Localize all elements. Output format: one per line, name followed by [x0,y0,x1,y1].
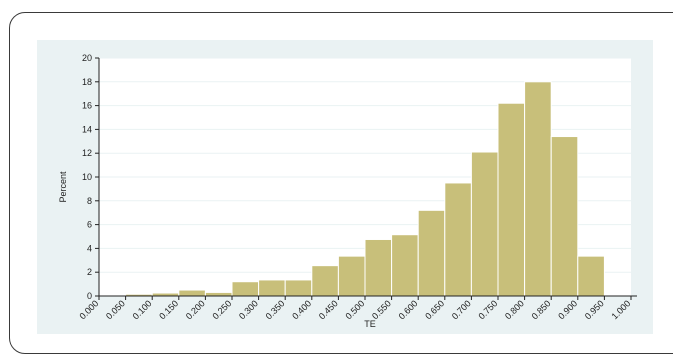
histogram-bar [524,81,552,297]
x-tick-label: 0.300 [237,298,260,321]
y-tick-label: 6 [87,220,92,230]
y-tick-label: 20 [82,53,92,63]
x-tick-label: 0.850 [530,298,553,321]
x-tick-label: 0.500 [343,298,366,321]
histogram-bar [391,234,419,297]
x-tick-label: 0.800 [503,298,526,321]
y-tick-label: 14 [82,124,92,134]
x-tick-label: 0.600 [397,298,420,321]
x-tick-label: 0.900 [556,298,579,321]
histogram-bar [337,255,366,297]
x-tick-label: 0.400 [290,298,313,321]
x-tick-label: 0.650 [423,298,446,321]
y-axis-ticks: 0 2 4 6 8 10 12 14 16 18 20 [82,53,99,301]
x-tick-label: 0.200 [184,298,207,321]
histogram-bar [364,238,393,297]
histogram-bar [204,291,233,297]
x-tick-label: 1.000 [609,298,632,321]
histogram-bar [311,265,339,297]
histogram-bars [98,81,605,297]
y-tick-label: 0 [87,291,92,301]
x-axis-ticks: 0.000 0.050 0.100 0.150 0.200 0.250 0.300 0.350… [77,296,632,321]
histogram-bar [178,289,206,297]
histogram-bar [231,281,260,297]
y-tick-label: 4 [87,243,92,253]
x-tick-label: 0.550 [370,298,393,321]
histogram-bar [577,255,605,297]
x-tick-label: 0.950 [583,298,606,321]
y-tick-label: 10 [82,172,92,182]
x-tick-label: 0.750 [476,298,499,321]
histogram-bar [550,136,579,297]
x-tick-label: 0.350 [264,298,287,321]
histogram-bar [444,182,472,297]
histogram-bar [417,209,446,297]
x-tick-label: 0.050 [104,298,127,321]
x-tick-label: 0.100 [131,298,154,321]
y-tick-label: 18 [82,77,92,87]
histogram-bar [470,151,499,297]
x-tick-label: 0.150 [157,298,180,321]
y-tick-label: 2 [87,267,92,277]
x-tick-label: 0.700 [450,298,473,321]
y-tick-label: 8 [87,196,92,206]
histogram-bar [497,102,526,297]
histogram-bar [284,279,313,297]
histogram-bar [258,279,286,297]
x-tick-label: 0.000 [77,298,100,321]
x-tick-label: 0.450 [317,298,340,321]
y-tick-label: 16 [82,101,92,111]
x-axis-title: TE [364,319,376,329]
x-tick-label: 0.250 [210,298,233,321]
y-tick-label: 12 [82,148,92,158]
y-axis-title: Percent [58,171,68,203]
